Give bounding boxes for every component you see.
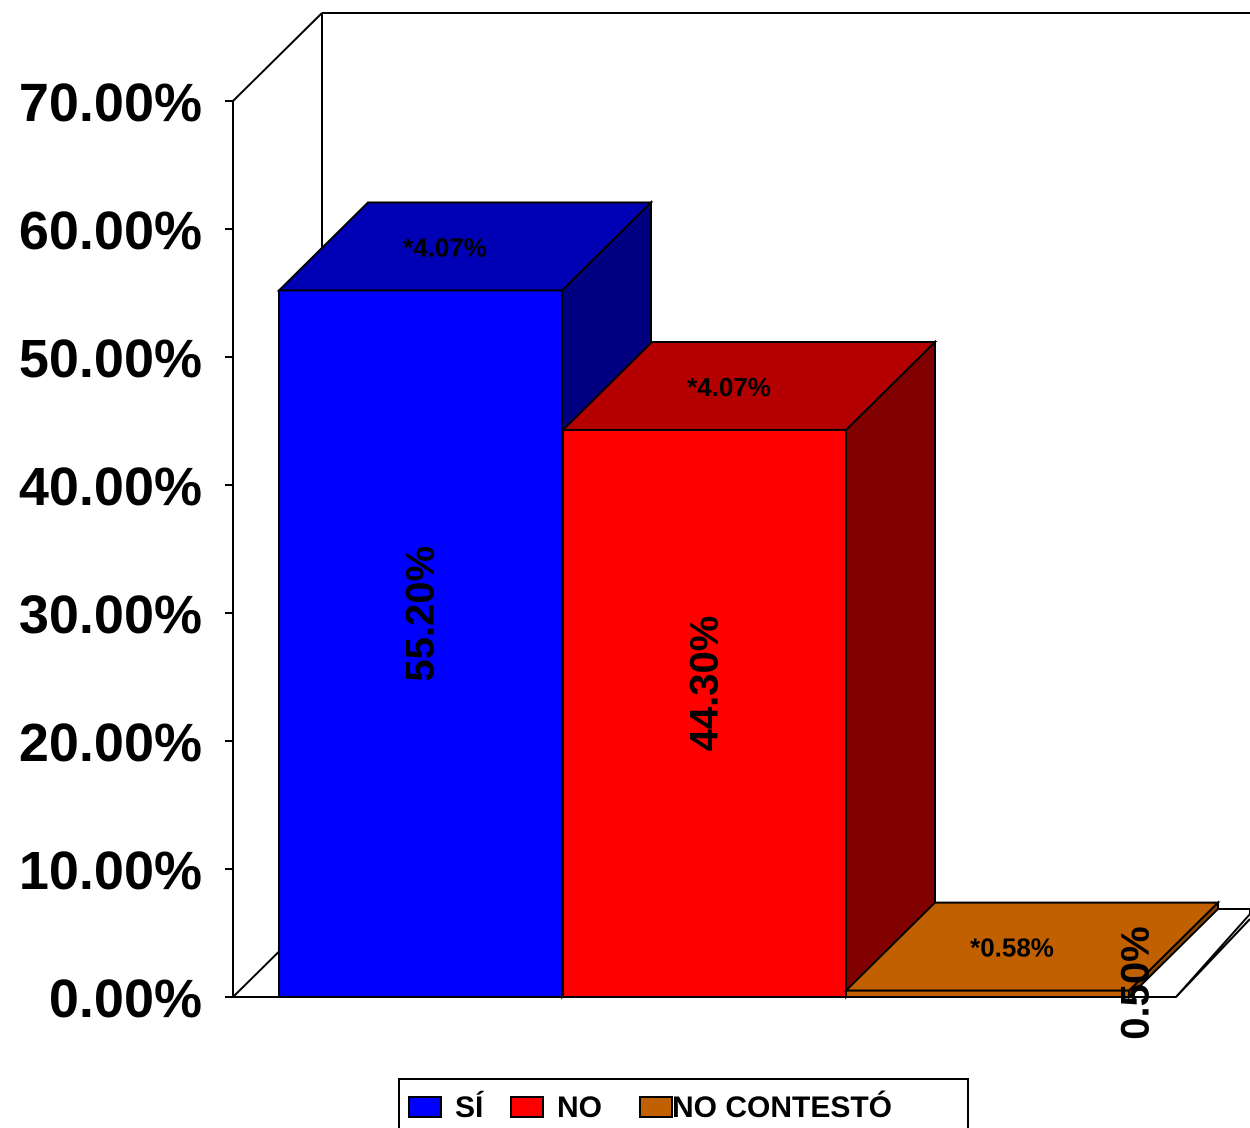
legend-swatch xyxy=(639,1096,673,1118)
y-axis: 0.00% 10.00% 20.00% 30.00% 40.00% 50.00% 60.00… xyxy=(19,73,1176,1029)
y-tick-label: 0.00% xyxy=(49,969,202,1029)
y-tick-label: 40.00% xyxy=(19,457,202,517)
y-tick-label: 60.00% xyxy=(19,201,202,261)
bar-front xyxy=(278,289,563,998)
bar-front xyxy=(845,989,1130,998)
bar-error-label: *4.07% xyxy=(687,372,771,402)
bar-value-label: 0.50% xyxy=(1114,926,1158,1039)
bar-side xyxy=(845,339,936,1000)
y-tick-label: 10.00% xyxy=(19,841,202,901)
legend: SÍ NO NO CONTESTÓ xyxy=(398,1078,969,1128)
y-tick-label: 20.00% xyxy=(19,713,202,773)
floor-right-edge xyxy=(1175,918,1250,998)
y-tick-label: 70.00% xyxy=(19,73,202,133)
bar-front xyxy=(562,428,847,998)
legend-swatch xyxy=(408,1096,442,1118)
bar-2: *0.58% 0.50% xyxy=(843,900,1221,1040)
bar-value-label: 55.20% xyxy=(399,546,443,682)
legend-box xyxy=(398,1078,969,1128)
legend-label: NO xyxy=(557,1091,602,1124)
y-tick-label: 30.00% xyxy=(19,585,202,645)
legend-label: SÍ xyxy=(455,1090,484,1124)
legend-label: NO CONTESTÓ xyxy=(672,1090,892,1124)
bars: *4.07% 55.20% *4.07% 44.30% *0.58% 0.50% xyxy=(276,200,1221,1040)
bar-error-label: *0.58% xyxy=(970,933,1054,963)
wall-top-edge xyxy=(232,12,323,102)
bar-error-label: *4.07% xyxy=(403,232,487,262)
legend-swatch xyxy=(510,1096,544,1118)
bar-value-label: 44.30% xyxy=(683,616,727,752)
y-tick-label: 50.00% xyxy=(19,329,202,389)
bar-1: *4.07% 44.30% xyxy=(560,339,938,1000)
